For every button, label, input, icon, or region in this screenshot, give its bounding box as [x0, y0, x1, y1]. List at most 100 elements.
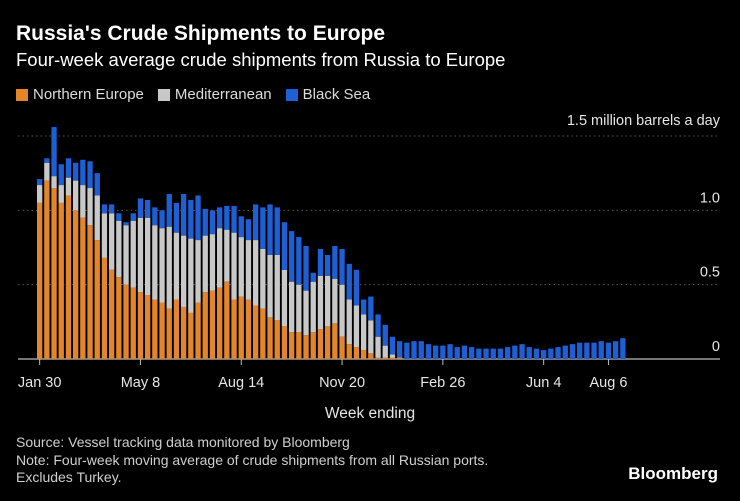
bar-segment-black-sea — [217, 207, 223, 229]
bar-segment-northern-europe — [231, 299, 237, 359]
legend-swatch-black-sea — [285, 88, 298, 101]
bar-segment-northern-europe — [375, 357, 381, 359]
bar-segment-northern-europe — [317, 329, 324, 359]
bar-segment-mediterranean — [289, 281, 295, 333]
bar-segment-mediterranean — [202, 235, 208, 293]
bar-segment-black-sea — [425, 344, 432, 359]
bar-segment-mediterranean — [368, 320, 374, 354]
bar-segment-northern-europe — [238, 296, 244, 359]
bar-segment-mediterranean — [130, 220, 136, 288]
bar-segment-mediterranean — [231, 232, 237, 300]
bar-segment-black-sea — [404, 342, 410, 359]
bar-segment-northern-europe — [65, 195, 72, 359]
bar-segment-northern-europe — [130, 287, 136, 359]
bar-segment-mediterranean — [137, 217, 144, 293]
bar-segment-mediterranean — [317, 275, 324, 330]
bar-segment-mediterranean — [274, 254, 280, 321]
bar-segment-northern-europe — [37, 202, 43, 359]
bar-segment-black-sea — [296, 237, 302, 285]
bar-segment-mediterranean — [123, 225, 129, 285]
y-tick-label: 0 — [712, 339, 720, 355]
bar-segment-northern-europe — [217, 287, 223, 359]
bar-segment-mediterranean — [389, 354, 396, 358]
x-tick-label: May 8 — [121, 375, 161, 391]
bloomberg-logo: Bloomberg — [628, 464, 718, 483]
bar-segment-northern-europe — [195, 302, 201, 359]
bar-segment-northern-europe — [94, 240, 100, 359]
bar-segment-black-sea — [94, 173, 100, 196]
bar-segment-black-sea — [152, 207, 158, 226]
bar-segment-northern-europe — [87, 225, 93, 359]
bar-segment-black-sea — [476, 348, 482, 359]
bar-segment-black-sea — [548, 348, 554, 359]
bar-segment-mediterranean — [361, 314, 367, 351]
bar-segment-black-sea — [159, 210, 165, 229]
bar-segment-mediterranean — [325, 275, 331, 327]
bar-segment-mediterranean — [238, 237, 244, 297]
bar-segment-black-sea — [317, 248, 324, 276]
bar-segment-northern-europe — [224, 281, 230, 359]
bar-segment-black-sea — [375, 314, 381, 337]
bar-segment-northern-europe — [296, 332, 302, 359]
bar-segment-mediterranean — [310, 281, 316, 333]
bar-segment-black-sea — [260, 207, 266, 249]
bar-segment-mediterranean — [58, 185, 64, 203]
bar-segment-black-sea — [310, 272, 316, 282]
legend-label-black-sea: Black Sea — [302, 86, 371, 103]
bar-segment-black-sea — [58, 164, 64, 186]
bar-segment-mediterranean — [173, 232, 180, 300]
bar-segment-mediterranean — [51, 176, 57, 189]
bar-segment-black-sea — [80, 159, 86, 186]
bar-segment-black-sea — [411, 341, 417, 359]
bar-segment-northern-europe — [73, 210, 79, 359]
bar-segment-black-sea — [37, 179, 43, 186]
bar-segment-northern-europe — [137, 292, 144, 359]
bar-segment-northern-europe — [260, 308, 266, 359]
bar-segment-black-sea — [591, 342, 597, 359]
bar-segment-mediterranean — [195, 240, 201, 303]
legend-item-northern-europe: Northern Europe — [16, 86, 144, 103]
bar-segment-mediterranean — [209, 234, 216, 291]
bar-segment-northern-europe — [101, 257, 108, 359]
bar-segment-northern-europe — [289, 332, 295, 359]
bar-segment-black-sea — [332, 246, 338, 279]
bar-segment-northern-europe — [181, 306, 187, 359]
bar-segment-black-sea — [202, 208, 208, 236]
bar-segment-black-sea — [389, 336, 396, 355]
bar-segment-black-sea — [166, 193, 172, 227]
bar-segment-black-sea — [577, 342, 583, 359]
bar-segment-mediterranean — [267, 254, 273, 318]
x-tick-label: Aug 14 — [218, 375, 264, 391]
bar-segment-black-sea — [584, 342, 590, 359]
bar-segment-mediterranean — [281, 269, 288, 327]
bar-segment-mediterranean — [116, 220, 122, 278]
bar-segment-mediterranean — [217, 228, 223, 288]
bar-segment-mediterranean — [332, 278, 338, 324]
bar-segment-mediterranean — [346, 299, 352, 345]
legend-label-northern-europe: Northern Europe — [33, 86, 144, 103]
bar-segment-mediterranean — [73, 180, 79, 211]
bar-segment-northern-europe — [253, 305, 259, 359]
bar-segment-black-sea — [461, 345, 468, 359]
bar-segment-black-sea — [368, 296, 374, 321]
bar-segment-northern-europe — [353, 347, 360, 359]
method-note: Note: Four-week moving average of crude … — [16, 451, 489, 468]
bar-segment-black-sea — [231, 205, 237, 233]
bar-segment-black-sea — [555, 347, 561, 359]
y-axis-unit-label: 1.5 million barrels a day — [567, 113, 721, 129]
x-tick-label: Aug 6 — [589, 375, 627, 391]
bar-segment-mediterranean — [245, 240, 252, 300]
bar-segment-northern-europe — [80, 217, 86, 359]
bar-segment-mediterranean — [80, 185, 86, 218]
chart-title: Russia's Crude Shipments to Europe — [16, 22, 386, 45]
bar-segment-mediterranean — [303, 290, 309, 336]
legend-swatch-northern-europe — [16, 88, 28, 101]
bar-segment-black-sea — [353, 269, 360, 306]
bar-segment-black-sea — [483, 348, 489, 359]
bar-segment-black-sea — [418, 341, 424, 359]
bar-segment-black-sea — [598, 341, 604, 359]
bar-segment-black-sea — [195, 195, 201, 241]
bar-segment-northern-europe — [382, 357, 388, 359]
bar-segment-black-sea — [145, 199, 151, 218]
bar-segment-mediterranean — [375, 336, 381, 358]
